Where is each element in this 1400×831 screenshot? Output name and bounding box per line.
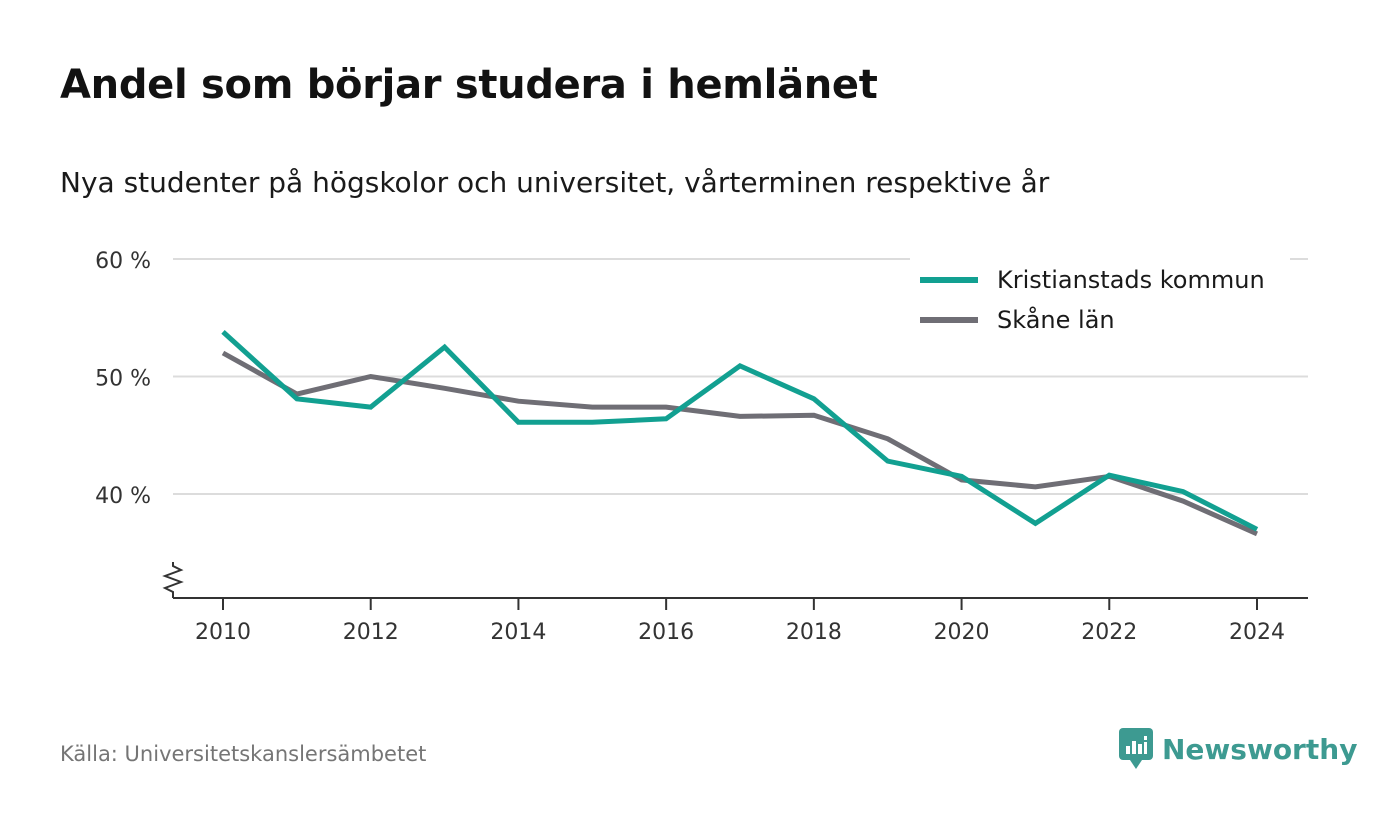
chart-title: Andel som börjar studera i hemlänet [60, 62, 878, 108]
line-chart: 40 % 50 % 60 % 2010 2012 2014 2016 2018 2020 2022… [95, 249, 1308, 645]
legend-background [910, 258, 1290, 350]
series-line-skane [221, 350, 1259, 537]
y-tick-label: 40 % [95, 484, 151, 509]
chart-subtitle: Nya studenter på högskolor och universit… [60, 166, 1050, 199]
x-tick-label: 2010 [195, 620, 251, 645]
source-note: Källa: Universitetskanslersämbetet [60, 742, 427, 766]
legend-label: Skåne län [997, 305, 1115, 334]
x-tick-label: 2016 [638, 620, 694, 645]
brand-name: Newsworthy [1162, 732, 1358, 766]
y-tick-label: 50 % [95, 367, 151, 392]
legend-label: Kristianstads kommun [997, 266, 1265, 294]
x-tick-label: 2018 [786, 620, 842, 645]
x-tick-label: 2024 [1229, 620, 1285, 645]
series-line-kristianstad [221, 330, 1259, 532]
newsworthy-logo-icon [1119, 728, 1153, 769]
axes: 40 % 50 % 60 % 2010 2012 2014 2016 2018 2020 2022… [95, 249, 1308, 645]
y-axis-break-icon [162, 562, 184, 598]
y-tick-label: 60 % [95, 249, 151, 274]
series-lines [221, 330, 1259, 537]
x-tick-label: 2014 [490, 620, 546, 645]
legend: Kristianstads kommun Skåne län [910, 258, 1290, 350]
x-tick-label: 2012 [343, 620, 399, 645]
x-tick-label: 2022 [1081, 620, 1137, 645]
brand-logo: Newsworthy [1118, 727, 1357, 771]
x-tick-label: 2020 [934, 620, 990, 645]
